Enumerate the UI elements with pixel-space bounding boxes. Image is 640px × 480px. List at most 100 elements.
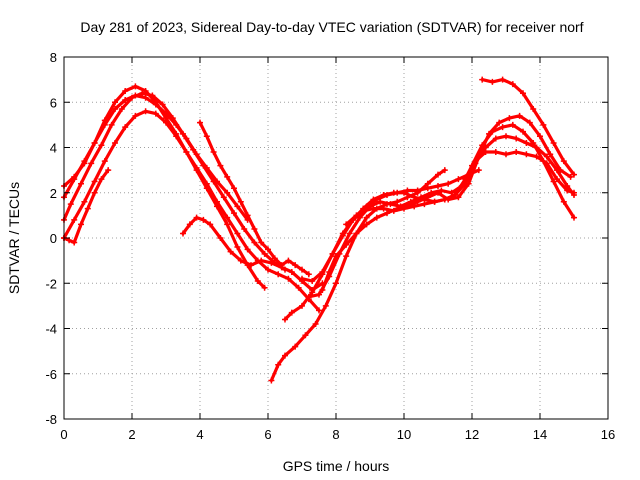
sat-track-14-point: [499, 76, 506, 83]
sat-track-1-point: [224, 221, 231, 228]
sat-track-14-point: [550, 139, 557, 146]
sat-track-7-point: [197, 119, 203, 126]
sat-track-7-point: [265, 246, 271, 253]
x-tick-label: 14: [533, 427, 547, 442]
x-tick-label: 6: [264, 427, 271, 442]
sat-track-14-point: [540, 121, 547, 128]
sat-track-8-point: [292, 343, 299, 350]
sat-track-14-point: [560, 158, 567, 165]
sat-track-6-point: [237, 257, 244, 264]
sat-track-4-point: [244, 246, 251, 253]
sat-track-12-point: [333, 253, 339, 260]
sat-track-11-point: [346, 230, 353, 237]
sat-track-3-point: [231, 210, 237, 217]
sat-track-9-point: [513, 149, 520, 156]
sat-track-6-point: [207, 221, 214, 228]
sat-track-9-point: [554, 176, 560, 183]
sat-track-14-trace: [480, 78, 576, 177]
sat-track-7-point: [292, 262, 299, 269]
y-tick-labels: 8 6 4 2 0 -2 -4 -6 -8: [45, 50, 57, 427]
sat-track-4-point: [203, 180, 210, 187]
sat-track-4-point: [71, 216, 78, 223]
sat-track-13-point: [424, 185, 431, 192]
sat-track-5-point: [91, 189, 98, 196]
sat-track-11-point: [520, 128, 526, 135]
sat-track-2-point: [152, 101, 159, 108]
sat-track-13-point: [465, 171, 472, 178]
sat-track-11-point: [387, 201, 394, 208]
sat-track-13-point: [373, 196, 380, 203]
sat-track-12-point: [547, 151, 554, 158]
sat-track-3-point: [129, 94, 135, 101]
sat-track-11-point: [530, 139, 537, 146]
sat-track-9-point: [288, 309, 295, 316]
sat-track-5-point: [105, 167, 112, 174]
x-tick-label: 0: [60, 427, 67, 442]
sat-track-12-point: [486, 130, 492, 137]
sat-track-3-point: [190, 146, 197, 153]
sat-track-14-point: [479, 76, 486, 83]
sat-track-12-point: [496, 119, 503, 126]
sat-track-14-point: [520, 90, 526, 97]
x-tick-label: 8: [332, 427, 339, 442]
sat-track-2-point: [234, 203, 241, 210]
sat-track-7-point: [278, 262, 285, 269]
y-tick-label: -4: [45, 322, 57, 337]
sat-track-12-point: [424, 194, 431, 201]
y-axis-label: SDTVAR / TECUs: [6, 182, 22, 294]
sat-track-8-point: [363, 214, 370, 221]
sat-track-10-point: [513, 135, 520, 142]
sat-track-12-point: [343, 241, 350, 248]
sat-track-8-point: [333, 280, 339, 287]
sat-track-3-point: [210, 178, 217, 185]
sat-track-5-point: [84, 205, 91, 212]
sat-track-4-point: [173, 133, 180, 140]
sat-track-4-point: [142, 108, 149, 115]
sat-track-14-point: [489, 78, 496, 85]
y-tick-label: 0: [50, 231, 57, 246]
x-tick-label: 16: [601, 427, 615, 442]
sat-track-12-point: [475, 153, 482, 160]
sat-track-12-point: [404, 203, 411, 210]
sat-track-6: [180, 214, 326, 294]
sat-track-12-point: [384, 210, 390, 217]
sat-track-13-trace: [344, 168, 481, 226]
sat-track-6-point: [193, 214, 200, 221]
sat-track-7-point: [285, 257, 292, 264]
sat-track-12-point: [526, 119, 533, 126]
sat-track-12-point: [319, 287, 326, 294]
sat-track-4-point: [152, 110, 159, 117]
axis-ticks: [63, 56, 609, 420]
sat-track-3-point: [98, 142, 105, 149]
y-tick-label: 8: [50, 50, 57, 65]
sat-track-1-point: [254, 277, 261, 284]
x-axis-label: GPS time / hours: [283, 458, 390, 474]
sat-track-5-point: [71, 239, 78, 246]
sat-track-11-point: [560, 198, 567, 205]
sat-track-13: [343, 167, 482, 228]
sat-track-3-point: [118, 106, 125, 113]
sat-track-3-point: [200, 162, 207, 169]
sat-track-4-point: [316, 307, 322, 314]
sat-track-13-point: [353, 212, 360, 219]
y-tick-label: 2: [50, 186, 57, 201]
x-tick-label: 4: [196, 427, 203, 442]
sat-track-2-point: [71, 176, 78, 183]
sat-track-14-point: [530, 106, 537, 113]
sat-track-9-point: [370, 205, 377, 212]
sat-track-8-point: [312, 320, 319, 327]
sat-track-4-point: [234, 230, 241, 237]
sat-track-13-point: [445, 180, 452, 187]
sat-track-13-point: [404, 187, 411, 194]
sat-track-11-point: [550, 178, 557, 185]
sat-track-10-point: [571, 192, 577, 199]
sat-track-12-point: [557, 167, 564, 174]
sat-track-11-point: [305, 293, 312, 300]
sat-track-7-point: [203, 133, 210, 140]
sat-track-9-point: [492, 149, 499, 156]
sat-track-7-point: [237, 198, 244, 205]
sat-track-8-point: [275, 361, 282, 368]
sat-track-9-point: [282, 316, 288, 323]
sat-track-13-point: [394, 189, 401, 196]
sat-track-4-point: [122, 124, 129, 131]
